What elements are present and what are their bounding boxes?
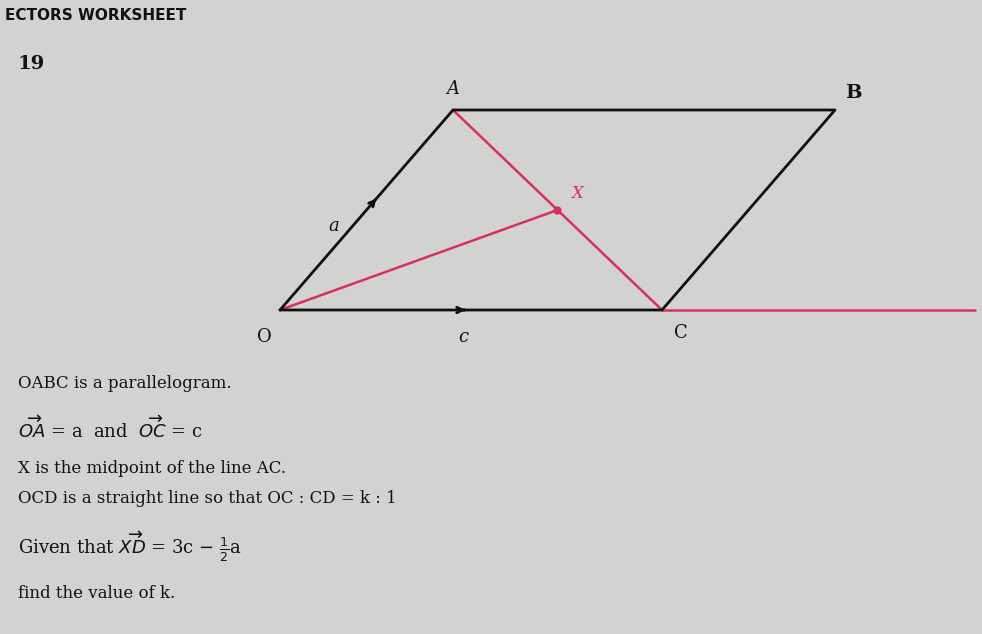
Text: a: a xyxy=(328,217,339,235)
Text: OABC is a parallelogram.: OABC is a parallelogram. xyxy=(18,375,232,392)
Text: Given that $\overrightarrow{XD}$ = 3c − $\frac{1}{2}$a: Given that $\overrightarrow{XD}$ = 3c − … xyxy=(18,530,242,564)
Text: OCD is a straight line so that OC : CD = k : 1: OCD is a straight line so that OC : CD =… xyxy=(18,490,397,507)
Text: B: B xyxy=(845,84,861,102)
Text: A: A xyxy=(447,80,460,98)
Text: find the value of k.: find the value of k. xyxy=(18,585,175,602)
Text: O: O xyxy=(257,328,272,346)
Text: ECTORS WORKSHEET: ECTORS WORKSHEET xyxy=(5,8,187,23)
Text: 19: 19 xyxy=(18,55,45,73)
Text: C: C xyxy=(674,324,687,342)
Text: $\overrightarrow{OA}$ = a  and  $\overrightarrow{OC}$ = c: $\overrightarrow{OA}$ = a and $\overrigh… xyxy=(18,415,203,442)
Text: X: X xyxy=(572,185,583,202)
Text: c: c xyxy=(459,328,468,346)
Text: X is the midpoint of the line AC.: X is the midpoint of the line AC. xyxy=(18,460,286,477)
